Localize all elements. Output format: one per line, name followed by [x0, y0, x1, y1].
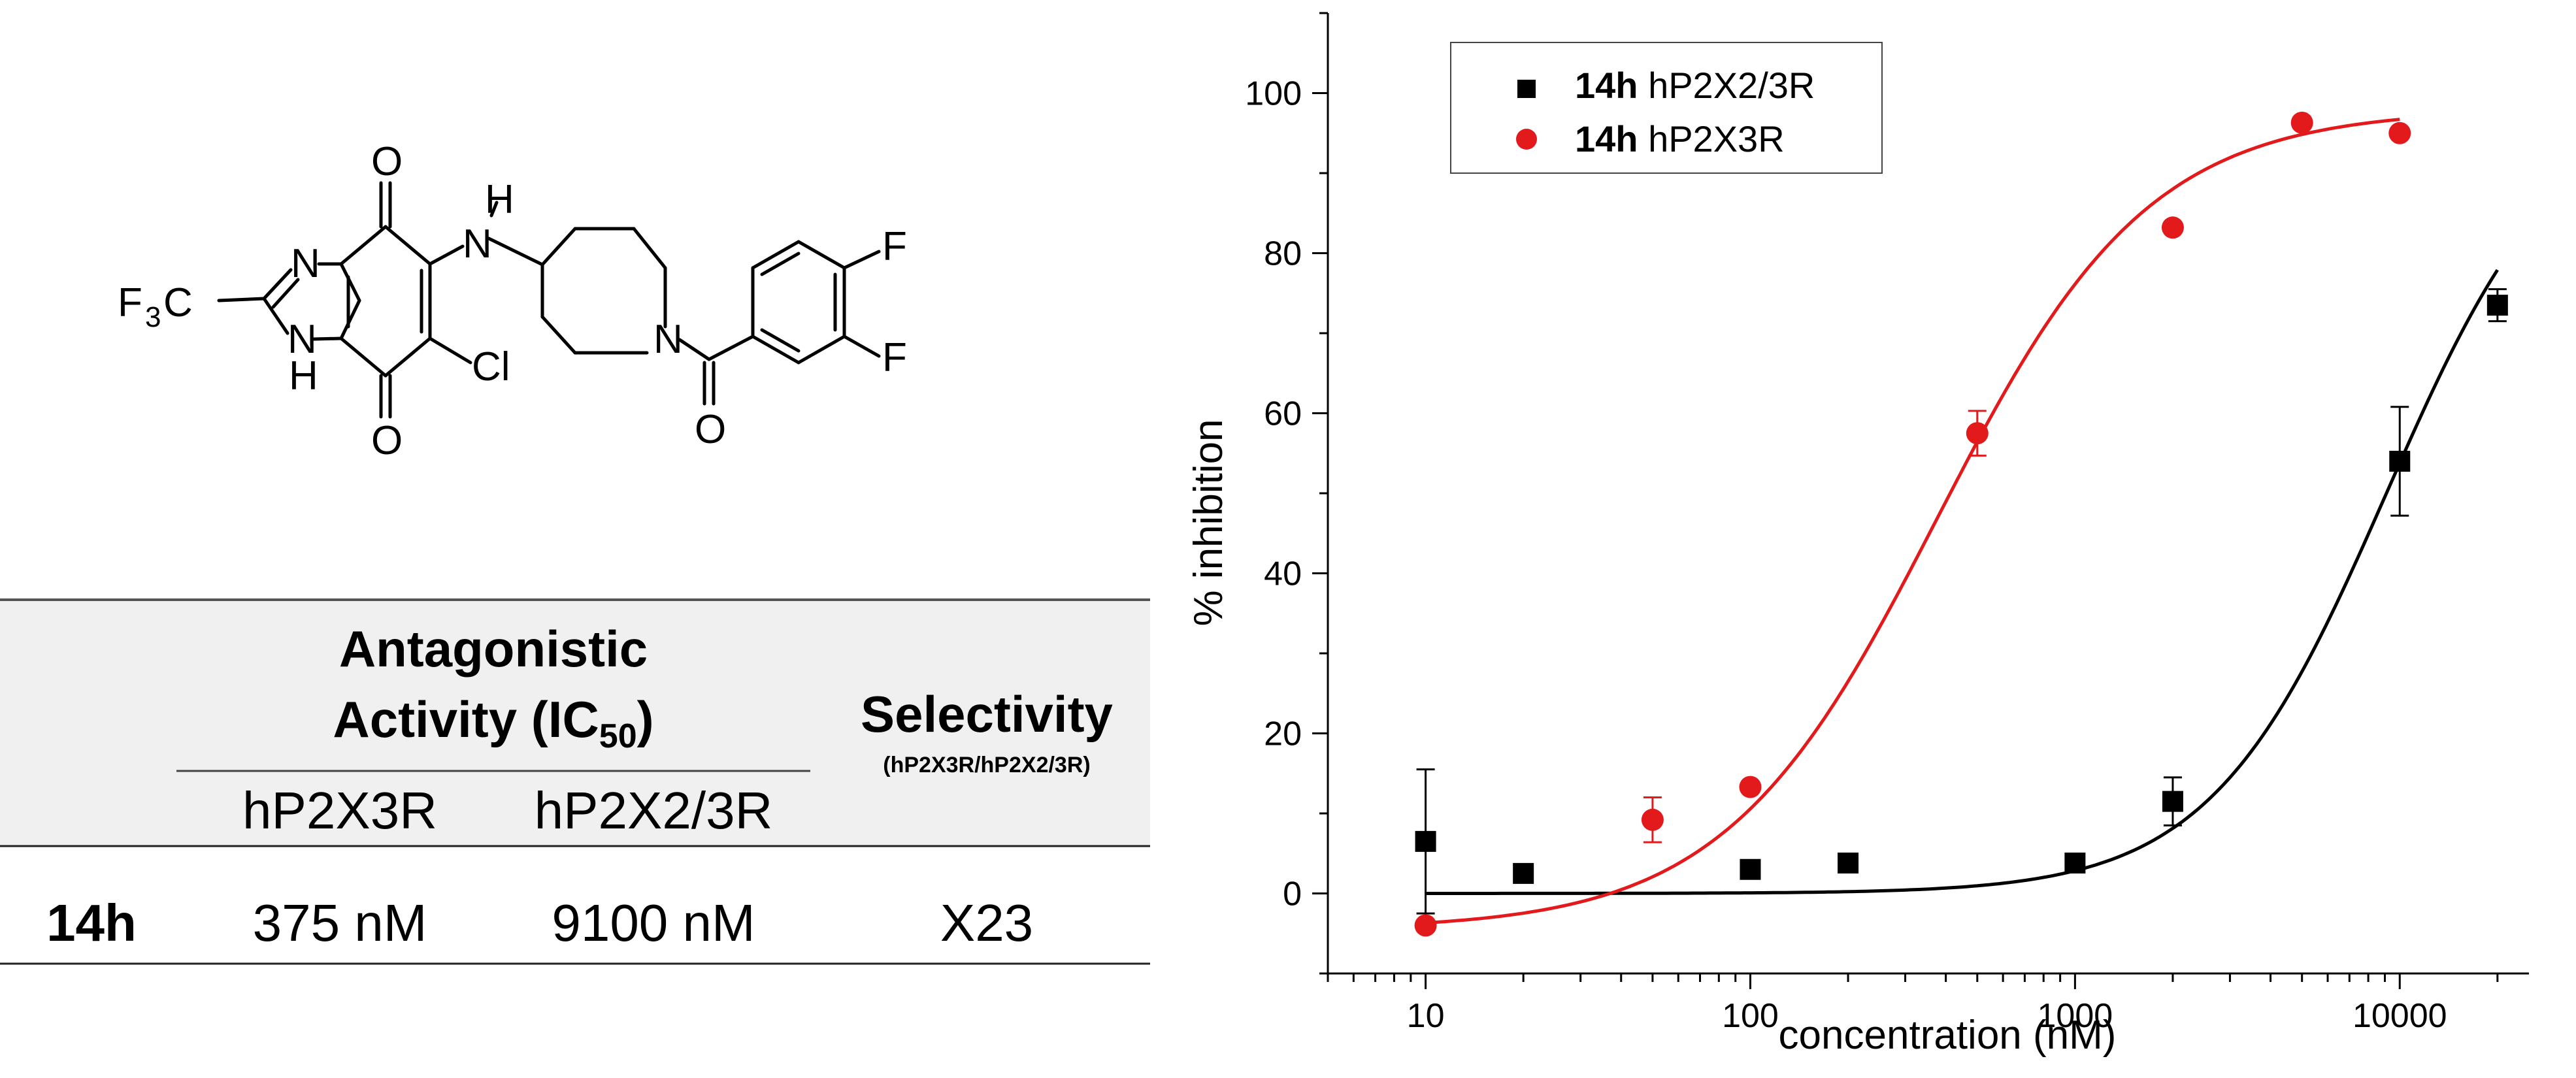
cell-hp2x3r-ic50: 375 nM [253, 894, 427, 952]
atom-f3c-c: C [163, 280, 193, 325]
data-point-hp2x3r [2161, 216, 2184, 239]
column-header-hp2x3r: hP2X3R [242, 781, 437, 840]
x-tick-label: 10000 [2353, 997, 2447, 1035]
table-header-background [0, 600, 1150, 846]
data-point-hp2x3r [1641, 808, 1664, 831]
data-point-hp2x23r [2162, 791, 2183, 812]
atom-piperidine-n: N [653, 317, 683, 362]
chart-labels: concentration (nM) % inhibition [1186, 419, 2116, 1058]
data-point-hp2x3r [2290, 111, 2313, 134]
data-point-hp2x3r [2388, 122, 2411, 144]
atom-carbonyl-o-bottom: O [371, 418, 403, 463]
group-header-line2: Activity (IC50) [333, 691, 653, 755]
data-point-hp2x23r [1838, 852, 1859, 874]
legend-marker-hp2x23r [1517, 80, 1536, 98]
atom-amino-n: N [463, 221, 492, 267]
atom-amino-h: H [485, 177, 514, 222]
data-point-hp2x23r [1415, 830, 1436, 852]
dose-response-chart: 0 20 40 60 80 100 10 100 1000 10000 concentration… [1186, 12, 2529, 1058]
data-point-hp2x23r [2389, 451, 2411, 472]
data-point-hp2x3r [1739, 776, 1762, 798]
x-axis-label: concentration (nM) [1779, 1013, 2117, 1058]
chart-legend: 14h hP2X2/3R 14h hP2X3R [1450, 42, 1883, 174]
atom-fluorine-upper: F [882, 224, 907, 269]
group-header-line1: Antagonistic [339, 620, 648, 678]
y-axis-label: % inhibition [1186, 419, 1231, 626]
atom-imidazole-n: N [291, 241, 320, 286]
cell-hp2x23r-ic50: 9100 nM [552, 894, 755, 952]
y-tick-label: 60 [1264, 395, 1302, 433]
y-tick-label: 80 [1264, 235, 1302, 273]
legend-label-hp2x3r: 14h hP2X3R [1575, 118, 1785, 159]
x-tick-label: 1000 [2038, 997, 2113, 1035]
y-tick-label: 20 [1264, 715, 1302, 753]
legend-marker-hp2x3r [1516, 129, 1537, 150]
data-point-hp2x23r [1513, 862, 1534, 884]
chart-axes: 0 20 40 60 80 100 10 100 1000 10000 [1245, 12, 2529, 1035]
atom-chlorine: Cl [472, 344, 510, 389]
chemical-structure: F 3 C N N H O O N H Cl N O F F [118, 139, 907, 463]
data-point-hp2x3r [1966, 422, 1989, 445]
data-point-hp2x23r [1740, 858, 1761, 880]
legend-box [1450, 42, 1883, 174]
atom-amide-o: O [695, 407, 726, 452]
atom-imidazole-nh-n: N [288, 317, 317, 362]
row-compound-14h: 14h [46, 894, 137, 952]
data-point-hp2x23r [2486, 295, 2508, 316]
data-point-hp2x23r [2064, 852, 2086, 874]
selectivity-header: Selectivity [861, 685, 1113, 743]
column-header-hp2x23r: hP2X2/3R [535, 781, 773, 840]
x-tick-label: 100 [1722, 997, 1779, 1035]
selectivity-subheader: (hP2X3R/hP2X2/3R) [883, 753, 1090, 777]
atom-f3c-f: F [118, 280, 142, 325]
atom-imidazole-nh-h: H [289, 353, 318, 399]
y-tick-label: 100 [1245, 75, 1302, 113]
data-point-hp2x3r [1414, 914, 1437, 937]
chart-error-bars [1416, 288, 2507, 915]
chart-data-points [1414, 111, 2508, 937]
atom-fluorine-lower: F [882, 335, 907, 380]
atom-f3c-subscript: 3 [145, 301, 161, 333]
legend-label-hp2x23r: 14h hP2X2/3R [1575, 65, 1815, 106]
fit-curve-hP2X23R [1425, 269, 2499, 895]
results-table: Antagonistic Activity (IC50) Selectivity… [0, 598, 1150, 965]
y-tick-label: 0 [1283, 875, 1302, 913]
cell-selectivity: X23 [940, 894, 1033, 952]
atom-carbonyl-o-top: O [371, 139, 403, 184]
x-tick-label: 10 [1407, 997, 1445, 1035]
fit-curve-hP2X3R [1425, 118, 2400, 925]
y-tick-label: 40 [1264, 555, 1302, 593]
chart-fit-curves [1425, 118, 2499, 925]
